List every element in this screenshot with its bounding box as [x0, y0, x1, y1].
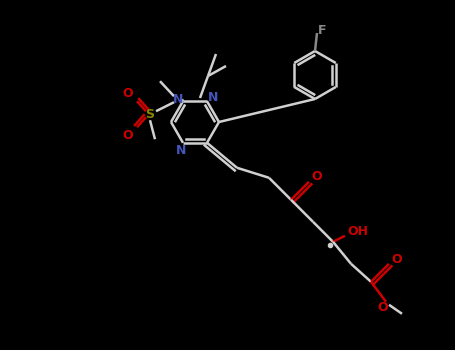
Text: N: N [176, 144, 186, 157]
Text: OH: OH [348, 225, 369, 238]
Text: O: O [392, 253, 402, 266]
Text: N: N [173, 93, 183, 106]
Text: O: O [312, 170, 322, 183]
Text: O: O [123, 129, 133, 142]
Text: S: S [146, 108, 155, 121]
Text: N: N [208, 91, 218, 104]
Text: O: O [378, 301, 388, 314]
Text: O: O [123, 87, 133, 100]
Text: F: F [318, 23, 326, 36]
